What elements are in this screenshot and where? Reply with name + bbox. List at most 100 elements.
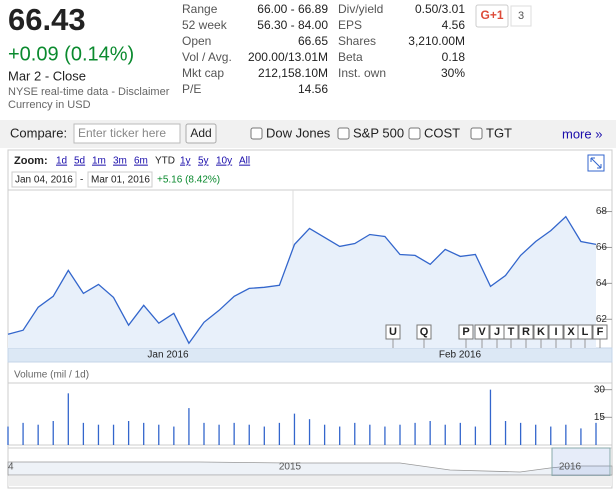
- expand-icon[interactable]: [590, 157, 602, 169]
- compare-option[interactable]: S&P 500: [353, 125, 404, 140]
- navigator-window[interactable]: [551, 447, 611, 477]
- end-date[interactable]: Mar 01, 2016: [91, 175, 150, 186]
- y-tick-label: 62: [596, 314, 608, 325]
- y-tick-label: 30: [594, 384, 606, 395]
- date-axis-band: [7, 347, 613, 363]
- volume-label: Volume (mil / 1d): [14, 370, 89, 381]
- news-flag[interactable]: [503, 324, 519, 340]
- close-date: Mar 2 - Close: [8, 68, 86, 83]
- zoom-option[interactable]: 1d: [56, 156, 67, 167]
- navigator-label: 2015: [279, 462, 302, 473]
- stat-value: 0.50/3.01: [415, 2, 465, 16]
- compare-option[interactable]: TGT: [486, 125, 512, 140]
- news-flag-label[interactable]: X: [567, 326, 575, 338]
- news-flag[interactable]: [458, 324, 474, 340]
- source: NYSE real-time data - Disclaimer: [8, 86, 170, 98]
- news-flag-label[interactable]: R: [522, 326, 530, 338]
- zoom-option[interactable]: 5d: [74, 156, 85, 167]
- stat-value: 14.56: [298, 82, 328, 96]
- zoom-option[interactable]: 6m: [134, 156, 148, 167]
- scrollbar[interactable]: [8, 476, 612, 486]
- stat-label: Range: [182, 2, 218, 16]
- zoom-option[interactable]: 1y: [180, 156, 191, 167]
- news-flag-label[interactable]: J: [494, 326, 500, 338]
- date-separator: -: [80, 175, 83, 186]
- compare-option[interactable]: Dow Jones: [266, 125, 331, 140]
- start-date-box[interactable]: [11, 171, 77, 188]
- news-flag-label[interactable]: T: [508, 326, 515, 338]
- news-flag[interactable]: [385, 324, 401, 340]
- news-flag[interactable]: [518, 324, 534, 340]
- zoom-option[interactable]: 1m: [92, 156, 106, 167]
- checkbox[interactable]: [337, 127, 350, 140]
- news-flag-label[interactable]: V: [478, 326, 486, 338]
- y-tick-label: 66: [596, 242, 608, 253]
- stat-label: Shares: [338, 34, 376, 48]
- y-tick-label: 68: [596, 206, 608, 217]
- news-flag[interactable]: [416, 324, 432, 340]
- stat-value: 66.00 - 66.89: [257, 2, 328, 16]
- gplus-label[interactable]: G+1: [480, 8, 503, 22]
- news-flag[interactable]: [592, 324, 608, 340]
- price-area: [8, 216, 596, 348]
- news-flag-label[interactable]: P: [462, 326, 469, 338]
- news-flag[interactable]: [533, 324, 549, 340]
- y-tick-label: 15: [594, 412, 606, 423]
- change: +0.09 (0.14%): [8, 43, 134, 65]
- zoom-option[interactable]: 10y: [216, 156, 232, 167]
- checkbox[interactable]: [250, 127, 263, 140]
- stat-value: 0.18: [442, 50, 466, 64]
- x-tick-label: Feb 2016: [439, 350, 482, 361]
- stat-value: 3,210.00M: [408, 34, 465, 48]
- ticker-placeholder[interactable]: Enter ticker here: [78, 126, 166, 140]
- stat-label: Open: [182, 34, 211, 48]
- stat-value: 66.65: [298, 34, 328, 48]
- gplus-count: 3: [518, 10, 524, 22]
- news-flag-label[interactable]: K: [537, 326, 545, 338]
- compare-option[interactable]: COST: [424, 125, 460, 140]
- zoom-label: Zoom:: [14, 155, 48, 167]
- checkbox[interactable]: [470, 127, 483, 140]
- navigator-label: 2016: [559, 462, 582, 473]
- news-flag-label[interactable]: I: [554, 326, 557, 338]
- stat-value: 212,158.10M: [258, 66, 328, 80]
- compare-label: Compare:: [10, 125, 67, 140]
- add-label[interactable]: Add: [190, 126, 211, 140]
- news-flag-label[interactable]: Q: [420, 326, 429, 338]
- add-button[interactable]: [185, 123, 217, 144]
- stat-label: EPS: [338, 18, 362, 32]
- news-flag[interactable]: [548, 324, 564, 340]
- x-tick-label: Jan 2016: [147, 350, 189, 361]
- currency: Currency in USD: [8, 99, 91, 111]
- ticker-input[interactable]: [73, 123, 181, 144]
- range-change: +5.16 (8.42%): [157, 175, 220, 186]
- news-flag[interactable]: [474, 324, 490, 340]
- end-date-box[interactable]: [87, 171, 153, 188]
- checkbox[interactable]: [408, 127, 421, 140]
- stat-label: P/E: [182, 82, 201, 96]
- y-tick-label: 64: [596, 278, 608, 289]
- news-flag[interactable]: [577, 324, 593, 340]
- price-line: [7, 215, 597, 345]
- zoom-option[interactable]: 5y: [198, 156, 209, 167]
- stat-label: Vol / Avg.: [182, 50, 232, 64]
- stat-value: 200.00/13.01M: [248, 50, 328, 64]
- navigator-label: 4: [8, 462, 14, 473]
- stat-label: Beta: [338, 50, 363, 64]
- more-link[interactable]: more »: [562, 126, 602, 141]
- stat-label: Div/yield: [338, 2, 383, 16]
- gplus-button[interactable]: [475, 4, 509, 28]
- zoom-option[interactable]: All: [239, 156, 250, 167]
- start-date[interactable]: Jan 04, 2016: [15, 175, 73, 186]
- news-flag-label[interactable]: L: [582, 326, 589, 338]
- stat-label: 52 week: [182, 18, 228, 32]
- stat-value: 56.30 - 84.00: [257, 18, 328, 32]
- stat-value: 30%: [441, 66, 465, 80]
- navigator-line: [7, 461, 613, 476]
- zoom-option[interactable]: 3m: [113, 156, 127, 167]
- zoom-option: YTD: [155, 156, 175, 167]
- news-flag-label[interactable]: F: [597, 326, 604, 338]
- news-flag-label[interactable]: U: [389, 326, 397, 338]
